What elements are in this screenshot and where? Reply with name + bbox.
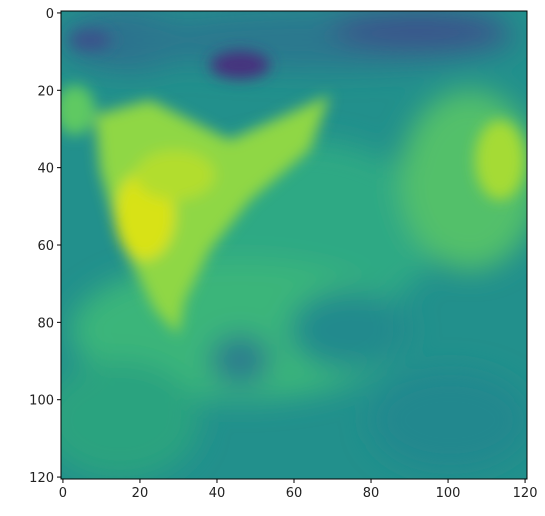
x-tick-label: 100 <box>436 486 461 501</box>
y-tick-label: 20 <box>37 84 54 99</box>
y-tick-label: 120 <box>29 471 54 486</box>
x-tick-label: 0 <box>59 486 67 501</box>
y-tick-label: 100 <box>29 394 54 409</box>
x-tick-label: 80 <box>363 486 380 501</box>
y-tick-label: 40 <box>37 162 54 177</box>
heatmap-image <box>61 11 527 479</box>
x-tick-label: 40 <box>209 486 226 501</box>
y-tick-label: 0 <box>46 7 54 22</box>
y-tick-label: 80 <box>37 316 54 331</box>
y-tick-label: 60 <box>37 239 54 254</box>
x-tick-label: 20 <box>132 486 149 501</box>
x-tick-label: 60 <box>286 486 303 501</box>
x-tick-label: 120 <box>513 486 538 501</box>
